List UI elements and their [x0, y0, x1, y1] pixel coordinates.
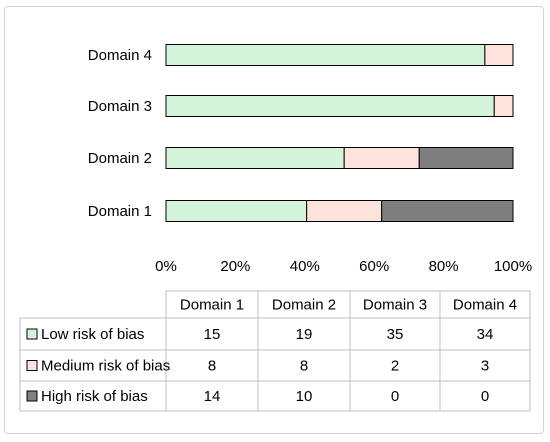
table-header-cell: Domain 2 — [272, 297, 336, 314]
table-value-cell: 0 — [481, 388, 489, 405]
x-tick-label: 60% — [359, 258, 389, 275]
legend-label: High risk of bias — [41, 388, 148, 405]
x-tick-label: 20% — [220, 258, 250, 275]
legend-label: Low risk of bias — [41, 326, 144, 343]
table-value-cell: 34 — [477, 326, 494, 343]
bars-layer — [165, 44, 514, 222]
x-axis-ticks: 0% 20% 40% 60% 80% 100% — [155, 258, 532, 275]
data-table: Domain 1 Domain 2 Domain 3 Domain 4 Low risk… — [19, 290, 531, 412]
legend-swatch — [26, 390, 38, 402]
x-tick-label: 40% — [290, 258, 320, 275]
bar-domain-3-low-risk-of-bias — [165, 95, 495, 117]
table-header-cell: Domain 3 — [363, 297, 427, 314]
bar-domain-1-low-risk-of-bias — [165, 200, 308, 222]
bar-domain-2-high-risk-of-bias — [418, 147, 514, 169]
bar-domain-1-high-risk-of-bias — [381, 200, 514, 222]
table-value-cell: 15 — [204, 326, 221, 343]
category-labels: Domain 1 Domain 2 Domain 3 Domain 4 — [88, 47, 152, 220]
x-tick-label: 80% — [429, 258, 459, 275]
bar-domain-2-low-risk-of-bias — [165, 147, 345, 169]
category-label: Domain 2 — [88, 150, 152, 167]
category-label: Domain 3 — [88, 98, 152, 115]
table-value-cell: 14 — [204, 388, 221, 405]
table-value-cell: 8 — [208, 358, 216, 375]
table-value-cell: 8 — [300, 358, 308, 375]
bar-domain-4-medium-risk-of-bias — [484, 44, 514, 66]
table-header-cell: Domain 4 — [453, 297, 517, 314]
table-value-cell: 2 — [391, 358, 399, 375]
bar-domain-2-medium-risk-of-bias — [343, 147, 420, 169]
category-label: Domain 1 — [88, 203, 152, 220]
legend-label: Medium risk of bias — [41, 358, 170, 375]
table-value-cell: 10 — [296, 388, 313, 405]
table-value-cell: 19 — [296, 326, 313, 343]
legend-swatch — [26, 328, 38, 340]
table-value-cell: 0 — [391, 388, 399, 405]
x-tick-label: 0% — [155, 258, 177, 275]
category-label: Domain 4 — [88, 47, 152, 64]
bar-domain-1-medium-risk-of-bias — [306, 200, 383, 222]
bar-domain-4-low-risk-of-bias — [165, 44, 486, 66]
table-value-cell: 35 — [387, 326, 404, 343]
legend-swatch — [26, 360, 38, 371]
table-value-cell: 3 — [481, 358, 489, 375]
table-header-cell: Domain 1 — [180, 297, 244, 314]
bar-domain-3-medium-risk-of-bias — [493, 95, 514, 117]
x-tick-label: 100% — [494, 258, 532, 275]
